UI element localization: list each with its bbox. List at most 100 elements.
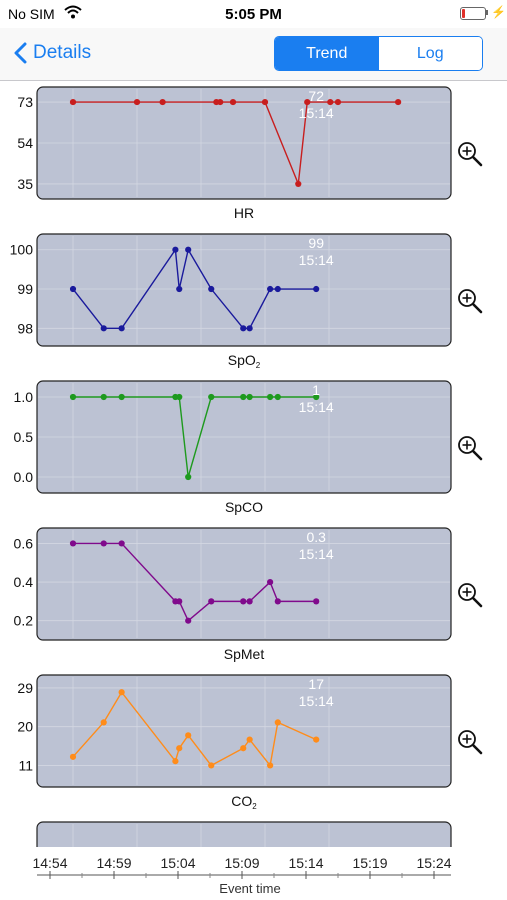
x-tick-label: 15:24 [416,855,451,871]
data-point [267,578,274,586]
back-label: Details [33,42,92,63]
series-line [72,690,317,768]
y-tick-label: 73 [17,94,33,110]
y-tick-label: 29 [17,680,33,696]
y-tick-label: 98 [17,320,33,336]
last-value-label: 0.3 [306,529,326,545]
data-point [118,325,125,332]
data-point [176,285,183,293]
y-tick-label: 54 [17,135,33,151]
plot-area [36,527,452,641]
data-point [274,719,281,726]
data-point [118,540,125,547]
data-point [208,762,215,769]
data-point [395,98,402,106]
data-point [118,393,125,401]
y-tick-label: 0.6 [14,535,34,551]
last-value-label: 72 [308,88,324,104]
y-tick-label: 100 [10,242,34,258]
data-point [69,98,77,106]
last-time-label: 15:14 [299,693,334,709]
chart-label: CO2 [231,793,257,811]
data-point [176,598,183,605]
chart-spmet: 0.6 0.4 0.2 0.315:14 SpMet [14,527,483,662]
chart-spco: 1.0 0.5 0.0 115:14 SpCO [14,380,483,515]
data-point [159,98,166,106]
data-point [295,180,302,188]
zoom-icon[interactable] [458,436,483,461]
time-axis: 14:54 14:59 15:04 15:09 15:14 15:19 15:24 Even… [0,847,507,900]
data-point [69,540,77,547]
tab-log[interactable]: Log [378,37,482,70]
data-point [313,285,320,293]
trend-charts: 73 54 35 72 15:14 HR 100 99 98 99 15:14 SpO2 1.0 0.5 0… [0,81,507,847]
last-value-label: 17 [308,676,324,692]
data-point [261,98,269,106]
data-point [334,98,342,106]
last-time-label: 15:14 [299,252,334,268]
status-bar: No SIM 5:05 PM ⚡ [0,0,507,28]
battery-tip [486,10,488,15]
data-point [240,393,247,401]
time-axis-svg: 14:54 14:59 15:04 15:09 15:14 15:19 15:24 [32,855,452,879]
plot-area [36,821,452,847]
back-button[interactable]: Details [14,38,91,68]
y-tick-label: 0.0 [14,469,34,485]
x-tick-label: 15:09 [224,855,259,871]
data-point [267,762,274,769]
y-tick-label: 99 [17,281,33,297]
data-point [246,325,253,332]
y-tick-label: 11 [18,757,33,773]
clock-label: 5:05 PM [225,6,282,23]
last-value-label: 1 [312,382,320,398]
data-point [208,285,215,293]
zoom-icon[interactable] [458,583,483,608]
data-point [246,598,253,605]
data-point [327,98,334,106]
data-point [208,598,215,605]
data-point [172,758,179,765]
tab-trend[interactable]: Trend [275,37,379,70]
carrier-label: No SIM [8,6,55,22]
data-point [274,285,281,293]
x-tick-label: 15:04 [160,855,195,871]
zoom-icon[interactable] [458,142,483,167]
data-point [100,540,107,547]
trend-charts-svg: 7354357215:14HR10099989915:14SpO21.00.50… [10,86,483,847]
data-point [240,745,247,752]
data-point [69,393,77,401]
last-time-label: 15:14 [299,546,334,562]
zoom-icon[interactable] [458,730,483,755]
y-tick-label: 0.4 [14,574,34,590]
data-point [217,98,224,106]
data-point [240,325,247,332]
plot-area [36,233,452,347]
last-time-label: 15:14 [299,399,334,415]
data-point [100,325,107,332]
data-point [185,473,192,481]
data-point [208,393,215,401]
data-point [100,719,107,726]
data-point [246,393,253,401]
data-point [69,753,77,760]
battery-level [462,9,465,18]
x-axis-title: Event time [219,881,281,896]
data-point [313,598,320,605]
data-point [267,285,274,293]
x-tick-label: 14:59 [96,855,131,871]
data-point [133,98,141,106]
plot-area [36,674,452,788]
data-point [240,598,247,605]
zoom-icon[interactable] [458,289,483,314]
data-point [274,598,281,605]
data-point [185,617,192,624]
chevron-left-icon [14,42,27,64]
y-tick-label: 0.5 [14,429,34,445]
data-point [69,285,77,293]
chart-label-subscript: 2 [256,361,261,370]
data-point [267,393,274,401]
navigation-bar: Details Trend Log [0,28,507,81]
x-tick-label: 14:54 [32,855,67,871]
